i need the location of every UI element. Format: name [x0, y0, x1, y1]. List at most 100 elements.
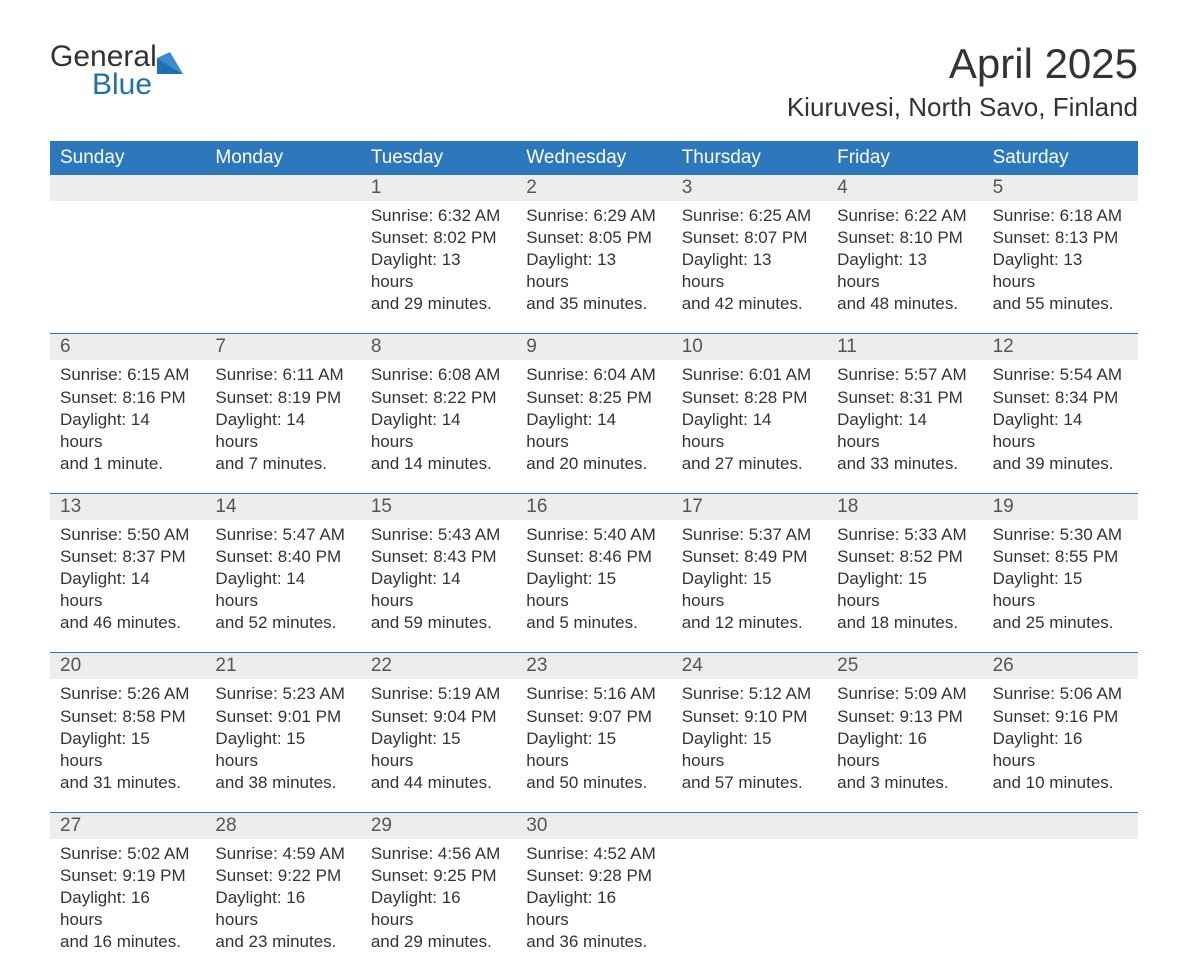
sunset-text: Sunset: 8:25 PM [526, 387, 661, 409]
day-number [205, 175, 360, 201]
daylight-line-2: and 35 minutes. [526, 293, 661, 315]
day-body: Sunrise: 5:37 AMSunset: 8:49 PMDaylight:… [672, 520, 827, 634]
day-cell: Sunrise: 4:56 AMSunset: 9:25 PMDaylight:… [361, 839, 516, 971]
day-body: Sunrise: 5:16 AMSunset: 9:07 PMDaylight:… [516, 679, 671, 793]
week-row: Sunrise: 6:32 AMSunset: 8:02 PMDaylight:… [50, 201, 1138, 333]
sunset-text: Sunset: 9:16 PM [993, 706, 1128, 728]
sunrise-text: Sunrise: 5:02 AM [60, 843, 195, 865]
day-body: Sunrise: 5:19 AMSunset: 9:04 PMDaylight:… [361, 679, 516, 793]
daylight-line-1: Daylight: 13 hours [371, 249, 506, 293]
day-cell: Sunrise: 6:08 AMSunset: 8:22 PMDaylight:… [361, 360, 516, 492]
day-cell: Sunrise: 6:18 AMSunset: 8:13 PMDaylight:… [983, 201, 1138, 333]
daylight-line-2: and 46 minutes. [60, 612, 195, 634]
day-number: 17 [672, 494, 827, 520]
day-number: 19 [983, 494, 1138, 520]
sunset-text: Sunset: 8:22 PM [371, 387, 506, 409]
daylight-line-1: Daylight: 16 hours [60, 887, 195, 931]
sunset-text: Sunset: 8:07 PM [682, 227, 817, 249]
day-number [983, 813, 1138, 839]
day-cell: Sunrise: 5:23 AMSunset: 9:01 PMDaylight:… [205, 679, 360, 811]
day-cell: Sunrise: 5:30 AMSunset: 8:55 PMDaylight:… [983, 520, 1138, 652]
daylight-line-2: and 39 minutes. [993, 453, 1128, 475]
day-cell: Sunrise: 4:52 AMSunset: 9:28 PMDaylight:… [516, 839, 671, 971]
day-number: 6 [50, 334, 205, 360]
day-body: Sunrise: 5:54 AMSunset: 8:34 PMDaylight:… [983, 360, 1138, 474]
week-row: Sunrise: 6:15 AMSunset: 8:16 PMDaylight:… [50, 360, 1138, 492]
sunset-text: Sunset: 8:02 PM [371, 227, 506, 249]
day-cell: Sunrise: 5:47 AMSunset: 8:40 PMDaylight:… [205, 520, 360, 652]
sunrise-text: Sunrise: 6:01 AM [682, 364, 817, 386]
sunrise-text: Sunrise: 5:40 AM [526, 524, 661, 546]
daylight-line-2: and 18 minutes. [837, 612, 972, 634]
day-body: Sunrise: 6:18 AMSunset: 8:13 PMDaylight:… [983, 201, 1138, 315]
sunset-text: Sunset: 9:07 PM [526, 706, 661, 728]
daylight-line-1: Daylight: 13 hours [837, 249, 972, 293]
day-of-week-label: Friday [827, 141, 982, 175]
sunrise-text: Sunrise: 6:15 AM [60, 364, 195, 386]
sunrise-text: Sunrise: 5:26 AM [60, 683, 195, 705]
day-body: Sunrise: 6:04 AMSunset: 8:25 PMDaylight:… [516, 360, 671, 474]
day-cell [827, 839, 982, 971]
sunrise-text: Sunrise: 6:11 AM [215, 364, 350, 386]
day-cell: Sunrise: 6:01 AMSunset: 8:28 PMDaylight:… [672, 360, 827, 492]
daylight-line-1: Daylight: 15 hours [993, 568, 1128, 612]
daylight-line-2: and 42 minutes. [682, 293, 817, 315]
day-number: 15 [361, 494, 516, 520]
day-number-row: 6789101112 [50, 333, 1138, 360]
daylight-line-2: and 55 minutes. [993, 293, 1128, 315]
day-number [50, 175, 205, 201]
sunset-text: Sunset: 8:16 PM [60, 387, 195, 409]
day-cell: Sunrise: 5:37 AMSunset: 8:49 PMDaylight:… [672, 520, 827, 652]
sunset-text: Sunset: 9:04 PM [371, 706, 506, 728]
day-cell: Sunrise: 5:19 AMSunset: 9:04 PMDaylight:… [361, 679, 516, 811]
daylight-line-1: Daylight: 14 hours [60, 409, 195, 453]
day-of-week-label: Monday [205, 141, 360, 175]
daylight-line-1: Daylight: 15 hours [526, 728, 661, 772]
sunset-text: Sunset: 8:05 PM [526, 227, 661, 249]
day-cell: Sunrise: 6:15 AMSunset: 8:16 PMDaylight:… [50, 360, 205, 492]
sunrise-text: Sunrise: 5:16 AM [526, 683, 661, 705]
page-title: April 2025 [787, 40, 1138, 88]
daylight-line-2: and 59 minutes. [371, 612, 506, 634]
sunrise-text: Sunrise: 5:57 AM [837, 364, 972, 386]
day-cell: Sunrise: 5:54 AMSunset: 8:34 PMDaylight:… [983, 360, 1138, 492]
daylight-line-1: Daylight: 16 hours [371, 887, 506, 931]
daylight-line-1: Daylight: 14 hours [682, 409, 817, 453]
day-cell: Sunrise: 5:16 AMSunset: 9:07 PMDaylight:… [516, 679, 671, 811]
title-block: April 2025 Kiuruvesi, North Savo, Finlan… [787, 40, 1138, 123]
day-number: 24 [672, 653, 827, 679]
day-number: 13 [50, 494, 205, 520]
daylight-line-1: Daylight: 13 hours [993, 249, 1128, 293]
day-body: Sunrise: 5:47 AMSunset: 8:40 PMDaylight:… [205, 520, 360, 634]
daylight-line-2: and 57 minutes. [682, 772, 817, 794]
day-of-week-label: Wednesday [516, 141, 671, 175]
sunrise-text: Sunrise: 5:47 AM [215, 524, 350, 546]
day-number: 22 [361, 653, 516, 679]
day-number-row: 13141516171819 [50, 493, 1138, 520]
day-number: 30 [516, 813, 671, 839]
daylight-line-2: and 33 minutes. [837, 453, 972, 475]
day-body: Sunrise: 5:43 AMSunset: 8:43 PMDaylight:… [361, 520, 516, 634]
day-body: Sunrise: 6:29 AMSunset: 8:05 PMDaylight:… [516, 201, 671, 315]
sunrise-text: Sunrise: 6:25 AM [682, 205, 817, 227]
sunset-text: Sunset: 8:49 PM [682, 546, 817, 568]
day-cell: Sunrise: 5:43 AMSunset: 8:43 PMDaylight:… [361, 520, 516, 652]
sunrise-text: Sunrise: 5:09 AM [837, 683, 972, 705]
daylight-line-2: and 52 minutes. [215, 612, 350, 634]
daylight-line-2: and 23 minutes. [215, 931, 350, 953]
day-cell: Sunrise: 5:02 AMSunset: 9:19 PMDaylight:… [50, 839, 205, 971]
day-number: 23 [516, 653, 671, 679]
daylight-line-1: Daylight: 14 hours [371, 568, 506, 612]
daylight-line-1: Daylight: 15 hours [682, 568, 817, 612]
day-body: Sunrise: 5:40 AMSunset: 8:46 PMDaylight:… [516, 520, 671, 634]
daylight-line-1: Daylight: 14 hours [526, 409, 661, 453]
day-body: Sunrise: 6:11 AMSunset: 8:19 PMDaylight:… [205, 360, 360, 474]
day-body: Sunrise: 5:50 AMSunset: 8:37 PMDaylight:… [50, 520, 205, 634]
sunrise-text: Sunrise: 5:06 AM [993, 683, 1128, 705]
day-number [672, 813, 827, 839]
sunrise-text: Sunrise: 6:08 AM [371, 364, 506, 386]
day-cell [672, 839, 827, 971]
day-number: 20 [50, 653, 205, 679]
daylight-line-1: Daylight: 16 hours [837, 728, 972, 772]
daylight-line-2: and 44 minutes. [371, 772, 506, 794]
